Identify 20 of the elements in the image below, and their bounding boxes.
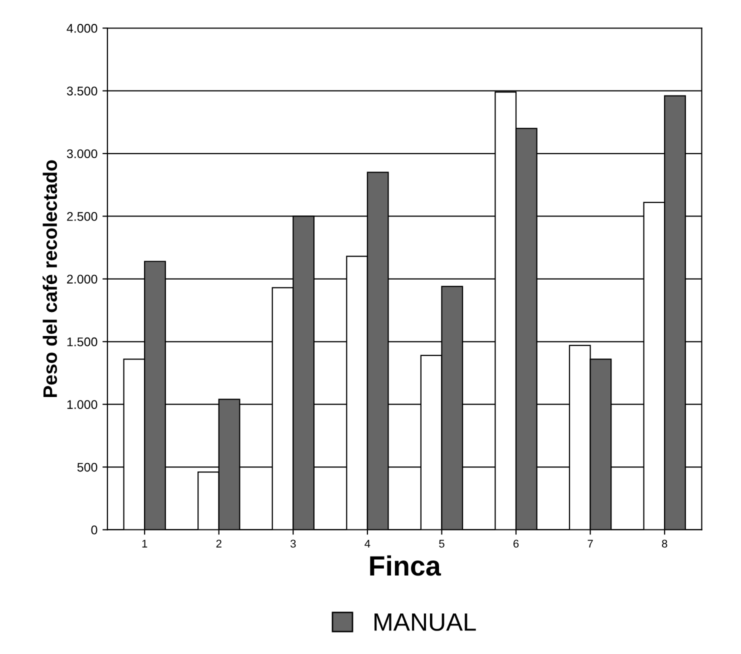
y-tick-label: 0: [91, 526, 98, 534]
y-tick-label: 3.000: [66, 149, 98, 158]
x-tick-label: 8: [662, 540, 668, 548]
y-tick-label: 3.500: [66, 86, 98, 96]
x-tick-label: 5: [439, 540, 444, 548]
y-tick-label: 2.000: [67, 274, 98, 284]
y-tick-label: 1.500: [67, 337, 98, 346]
y-axis-title: Peso del café recolectado: [42, 160, 58, 398]
x-tick-label: 2: [216, 540, 222, 548]
x-tick-label: 7: [588, 540, 593, 548]
y-tick-label: 1.000: [67, 400, 98, 409]
y-tick-label: 4.000: [66, 24, 98, 33]
y-tick-label: 500: [77, 462, 98, 472]
y-tick-label: 2.500: [67, 212, 98, 221]
x-axis-title: Finca: [370, 555, 442, 576]
x-tick-label: 1: [142, 540, 148, 548]
x-tick-label: 3: [290, 540, 296, 548]
legend-label: MANUAL: [374, 613, 476, 631]
x-tick-label: 6: [513, 540, 519, 548]
x-tick-label: 4: [364, 540, 370, 548]
